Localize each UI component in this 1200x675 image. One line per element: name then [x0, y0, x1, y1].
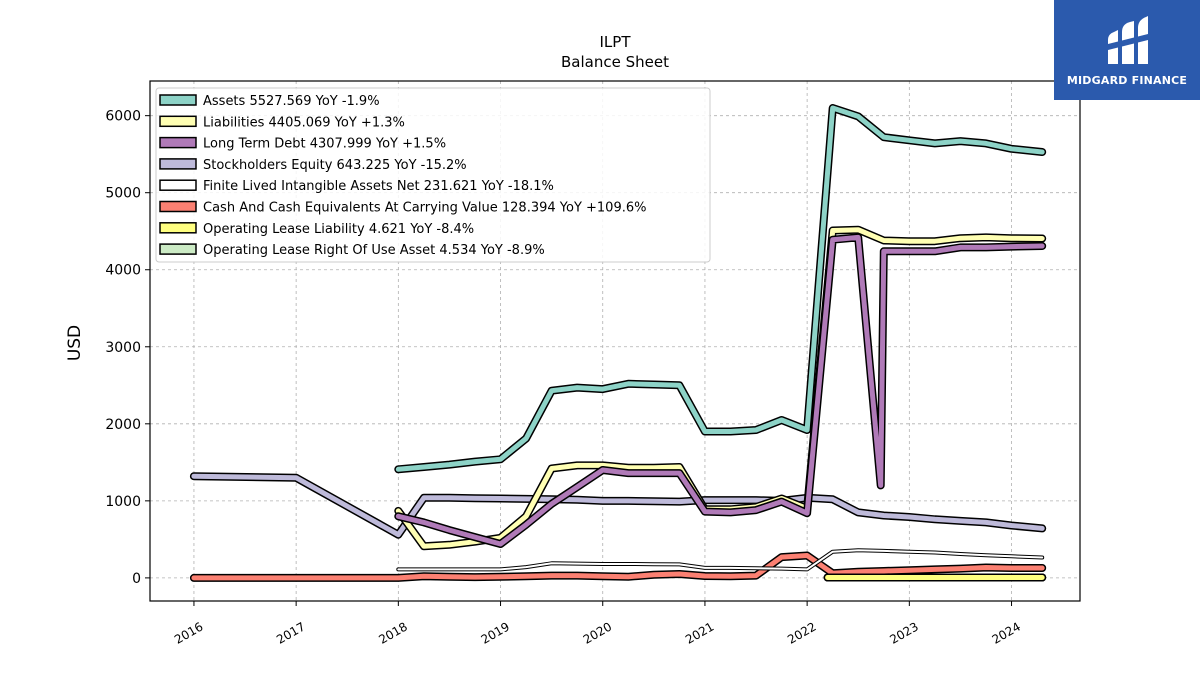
brand-logo: MIDGARD FINANCE	[1054, 0, 1200, 100]
series-line	[191, 473, 1045, 538]
series-line	[395, 234, 1045, 547]
plot-area-frame	[149, 80, 1081, 602]
x-tick-label: 2021	[683, 619, 716, 646]
x-tick-label: 2023	[887, 619, 920, 646]
y-tick-label: 1000	[105, 494, 141, 510]
x-tick-label: 2019	[479, 619, 512, 646]
legend-swatch	[159, 94, 197, 106]
y-tick-label: 2000	[105, 417, 141, 433]
series-line	[395, 105, 1045, 472]
brand-name: MIDGARD FINANCE	[1066, 73, 1188, 87]
series-long-term-debt	[394, 233, 1047, 548]
chart-title: ILPT	[600, 33, 632, 51]
y-axis-label: USD	[65, 325, 85, 361]
x-tick-label: 2020	[581, 619, 614, 646]
x-tick-label: 2024	[990, 619, 1023, 646]
legend: Assets 5527.569 YoY -1.9% Liabilities 440…	[155, 87, 711, 263]
x-tick-label: 2022	[785, 619, 818, 646]
series-line-outline	[189, 472, 1047, 539]
legend-box	[155, 87, 711, 263]
y-tick-label: 0	[132, 571, 141, 587]
y-tick-label: 4000	[105, 263, 141, 279]
legend-swatch	[159, 243, 197, 255]
legend-entry: Stockholders Equity 643.225 YoY -15.2%	[203, 158, 467, 173]
legend-swatch	[159, 179, 197, 191]
x-tick-label: 2017	[274, 619, 307, 646]
legend-swatch	[159, 158, 197, 170]
series-lines	[189, 104, 1047, 582]
series-assets	[394, 104, 1047, 474]
midgard-logo-icon	[1108, 15, 1148, 64]
series-stockholders-equity	[189, 472, 1047, 539]
legend-entry: Long Term Debt 4307.999 YoY +1.5%	[203, 137, 446, 152]
series-line	[191, 553, 1045, 581]
chart-subtitle: Balance Sheet	[561, 53, 669, 71]
legend-swatch	[159, 136, 197, 149]
legend-entry: Finite Lived Intangible Assets Net 231.6…	[203, 179, 554, 194]
series-line	[397, 549, 1044, 571]
y-tick-label: 6000	[105, 109, 141, 125]
legend-swatch	[159, 222, 197, 234]
legend-swatch	[159, 115, 197, 128]
y-tick-label: 5000	[105, 186, 141, 202]
series-finite-lived-intangible-assets-net	[396, 548, 1045, 572]
y-tick-label: 3000	[105, 340, 141, 356]
legend-entry: Assets 5527.569 YoY -1.9%	[203, 94, 380, 109]
x-tick-label: 2016	[172, 619, 205, 646]
legend-entry: Operating Lease Liability 4.621 YoY -8.4…	[203, 222, 474, 237]
legend-entry: Cash And Cash Equivalents At Carrying Va…	[203, 201, 646, 216]
x-tick-label: 2018	[376, 619, 409, 646]
legend-entry: Operating Lease Right Of Use Asset 4.534…	[203, 243, 545, 258]
series-cash-and-cash-equivalents-at-carrying-value	[189, 551, 1047, 582]
legend-entry: Liabilities 4405.069 YoY +1.3%	[203, 115, 405, 130]
legend-swatch	[159, 200, 197, 213]
